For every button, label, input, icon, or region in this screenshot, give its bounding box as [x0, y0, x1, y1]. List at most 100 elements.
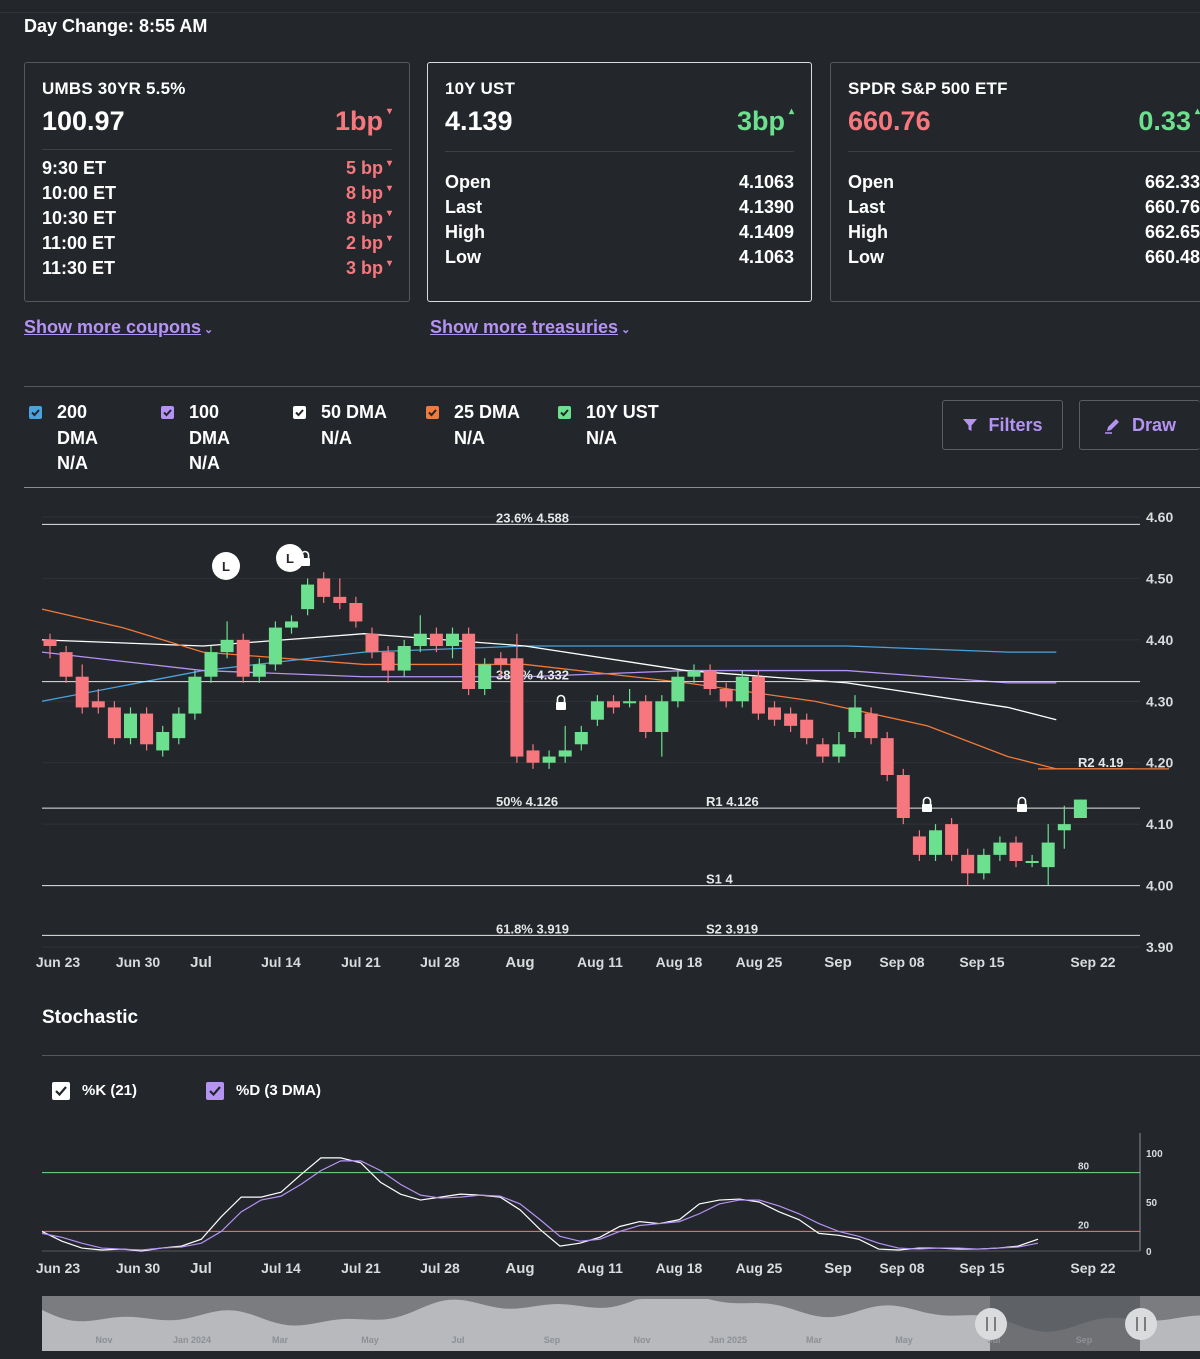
- candle[interactable]: [1073, 799, 1087, 818]
- range-navigator[interactable]: Nov Jan 2024 Mar May Jul Sep Nov Jan 2025 Mar May…: [42, 1296, 1200, 1351]
- row-value: 4.1409: [738, 222, 794, 242]
- legend-label: 10Y UST: [586, 402, 659, 422]
- checkbox-icon[interactable]: [29, 406, 42, 419]
- candle[interactable]: [220, 621, 234, 659]
- candle[interactable]: [912, 830, 926, 861]
- candle[interactable]: [671, 670, 685, 708]
- caret-up-icon: ▴: [1194, 106, 1200, 117]
- candle[interactable]: [1025, 854, 1039, 868]
- candle[interactable]: [156, 725, 170, 757]
- candle[interactable]: [478, 658, 492, 696]
- candle[interactable]: [703, 664, 717, 696]
- legend-label: DMA: [189, 427, 230, 448]
- show-more-coupons-link[interactable]: Show more coupons ⌄: [24, 317, 213, 338]
- candle[interactable]: [107, 701, 121, 745]
- candle[interactable]: [172, 707, 186, 745]
- card-10y-ust[interactable]: 10Y UST 4.139 3bp ▴ Open 4.1063 Last 4.1390…: [427, 62, 812, 302]
- candle[interactable]: [75, 664, 89, 714]
- divider: [24, 386, 1200, 387]
- checkbox-icon[interactable]: [206, 1082, 224, 1100]
- candle[interactable]: [896, 768, 910, 825]
- candle[interactable]: [800, 713, 814, 745]
- candle[interactable]: [735, 670, 749, 708]
- candle[interactable]: [574, 725, 588, 751]
- signal-marker[interactable]: L: [276, 544, 304, 572]
- candle[interactable]: [719, 682, 733, 708]
- candle[interactable]: [623, 689, 637, 708]
- candle[interactable]: [977, 848, 991, 880]
- candle[interactable]: [929, 824, 942, 861]
- checkbox-icon[interactable]: [558, 406, 571, 419]
- candle[interactable]: [462, 627, 476, 696]
- candle[interactable]: [446, 627, 459, 659]
- candle[interactable]: [285, 615, 298, 634]
- level-label: R1 4.126: [706, 794, 759, 809]
- candle[interactable]: [397, 639, 411, 677]
- candle[interactable]: [558, 725, 572, 763]
- candle[interactable]: [993, 836, 1007, 861]
- candle[interactable]: [317, 572, 331, 603]
- candle[interactable]: [494, 652, 508, 677]
- candle[interactable]: [510, 633, 524, 763]
- filters-button[interactable]: Filters: [942, 400, 1063, 450]
- candle[interactable]: [252, 658, 266, 683]
- candle[interactable]: [832, 732, 846, 763]
- legend-label: 100: [189, 402, 220, 422]
- card-spdr[interactable]: SPDR S&P 500 ETF 660.76 0.33 ▴ Open 662.33…: [830, 62, 1200, 302]
- checkbox-icon[interactable]: [426, 406, 439, 419]
- candle[interactable]: [816, 738, 830, 763]
- candle[interactable]: [365, 627, 379, 659]
- candle[interactable]: [204, 646, 218, 683]
- candle[interactable]: [526, 744, 540, 769]
- candle[interactable]: [687, 664, 701, 683]
- stochastic-chart[interactable]: 100 50 0 80 20 Jun 23 Jun 30 Jul Jul 14 Jul 21 Ju…: [0, 1130, 1200, 1285]
- candle[interactable]: [124, 707, 137, 745]
- row-value: 2 bp: [345, 233, 383, 253]
- candle[interactable]: [1009, 836, 1023, 868]
- candle[interactable]: [140, 707, 154, 751]
- candle[interactable]: [91, 689, 105, 714]
- candle[interactable]: [590, 695, 604, 726]
- navigator-handle-right[interactable]: [1125, 1308, 1157, 1340]
- candle[interactable]: [751, 670, 765, 720]
- candle[interactable]: [236, 633, 250, 683]
- candle[interactable]: [848, 695, 862, 739]
- candle[interactable]: [655, 695, 669, 757]
- candle[interactable]: [607, 695, 620, 714]
- candle[interactable]: [59, 646, 73, 683]
- candle[interactable]: [429, 627, 443, 653]
- candle[interactable]: [1057, 805, 1071, 849]
- signal-marker[interactable]: L: [212, 552, 240, 580]
- navigator-selected-range[interactable]: [990, 1296, 1140, 1351]
- candle[interactable]: [349, 596, 363, 628]
- show-more-treasuries-link[interactable]: Show more treasuries ⌄: [430, 317, 630, 338]
- price-chart[interactable]: 23.6% 4.588 38.2% 4.332 50% 4.126 R1 4.126 S…: [0, 490, 1200, 980]
- checkbox-icon[interactable]: [161, 406, 174, 419]
- candle[interactable]: [1041, 824, 1055, 886]
- candle[interactable]: [301, 578, 315, 616]
- candle[interactable]: [381, 646, 395, 683]
- checkbox-icon[interactable]: [293, 406, 306, 419]
- draw-button[interactable]: Draw: [1079, 400, 1200, 450]
- candle[interactable]: [784, 707, 798, 732]
- candle[interactable]: [333, 578, 347, 610]
- candle[interactable]: [945, 818, 959, 861]
- candle[interactable]: [864, 707, 878, 745]
- legend-value: N/A: [586, 427, 617, 448]
- candle[interactable]: [542, 750, 556, 769]
- legend-label: %K (21): [82, 1082, 138, 1099]
- candle[interactable]: [268, 621, 282, 671]
- candle[interactable]: [961, 848, 975, 886]
- candle[interactable]: [768, 701, 781, 726]
- candle[interactable]: [880, 732, 894, 782]
- candle[interactable]: [639, 695, 653, 739]
- candle[interactable]: [413, 615, 427, 653]
- navigator-handle-left[interactable]: [975, 1308, 1007, 1340]
- chevron-down-icon: ⌄: [204, 324, 214, 336]
- card-umbs[interactable]: UMBS 30YR 5.5% 100.97 1bp ▾ 9:30 ET 5 bp ▾ …: [24, 62, 410, 302]
- x-tick-label: Aug: [505, 1260, 534, 1277]
- checkbox-icon[interactable]: [52, 1082, 70, 1100]
- x-tick-label: Sep 08: [879, 954, 924, 970]
- candle[interactable]: [188, 670, 202, 720]
- candle[interactable]: [43, 633, 57, 659]
